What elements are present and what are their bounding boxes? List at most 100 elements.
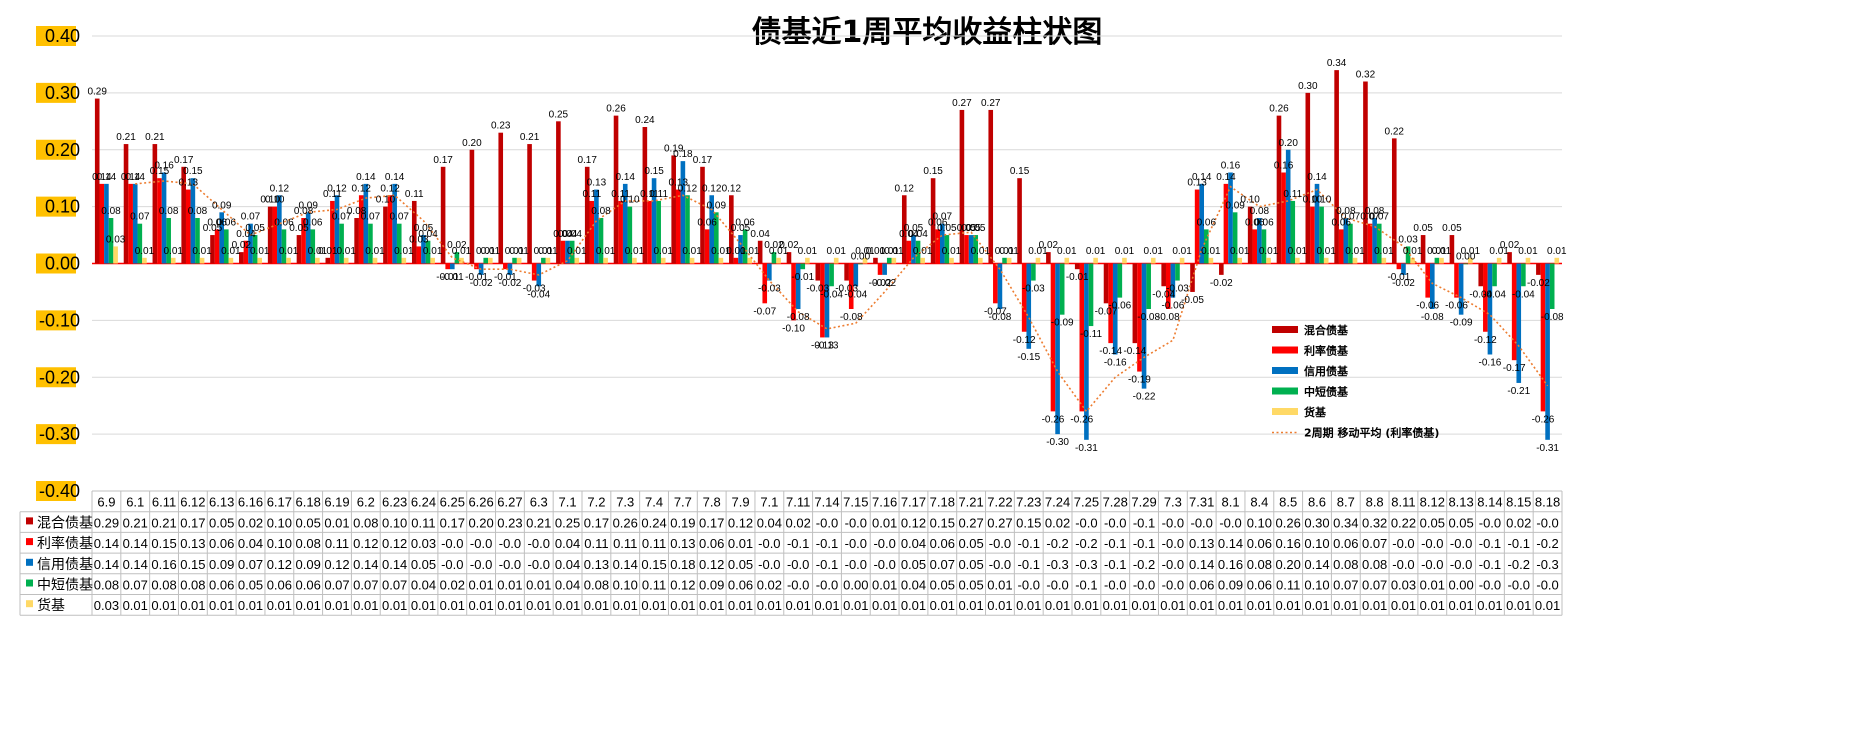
data-label: 0.08 [294, 206, 314, 217]
data-label: 0.09 [1225, 200, 1245, 211]
legend-swatch [1272, 408, 1298, 415]
table-cell: 0.14 [1218, 536, 1243, 551]
bar [675, 189, 681, 264]
table-cell: 0.01 [324, 598, 349, 613]
table-cell: 0.17 [440, 515, 465, 530]
data-label: 0.13 [669, 178, 689, 189]
data-label: 0.16 [154, 161, 174, 172]
data-label: 0.15 [183, 166, 203, 177]
ytick-highlight [36, 26, 76, 46]
data-label: -0.04 [1469, 289, 1492, 300]
data-label: 0.17 [693, 155, 713, 166]
table-cell: 0.09 [699, 578, 724, 593]
bar [733, 257, 739, 264]
table-cell: 0.07 [353, 578, 378, 593]
table-cell: 0.16 [1218, 557, 1243, 572]
table-cell: 0.01 [468, 598, 493, 613]
bar [1281, 172, 1286, 264]
table-category: 6.2 [357, 495, 375, 510]
bar [1122, 257, 1127, 264]
table-cell: -0.0 [1421, 557, 1443, 572]
data-label: -0.01 [791, 272, 814, 283]
table-cell: 0.17 [699, 515, 724, 530]
table-cell: 0.26 [1276, 515, 1301, 530]
table-category: 8.18 [1535, 495, 1560, 510]
table-cell: 0.12 [901, 515, 926, 530]
data-label: 0.01 [1144, 246, 1164, 257]
bar [1434, 257, 1440, 264]
bar [425, 240, 431, 264]
legend-label: 中短债基 [1304, 385, 1349, 399]
table-category: 8.7 [1337, 495, 1355, 510]
table-cell: -0.2 [1133, 557, 1155, 572]
data-label: 0.19 [664, 143, 684, 154]
bar [1237, 257, 1243, 264]
bar [507, 263, 513, 275]
bar [1006, 257, 1012, 264]
table-cell: 0.01 [1103, 598, 1128, 613]
bar [1208, 257, 1214, 264]
table-row-name: 利率债基 [37, 535, 93, 552]
bar [1338, 229, 1344, 264]
table-cell: 0.10 [1304, 536, 1329, 551]
data-label: 0.04 [562, 229, 582, 240]
bar [1425, 263, 1430, 298]
bar [387, 195, 393, 264]
bar [516, 257, 522, 264]
bar [642, 127, 648, 264]
table-cell: 0.01 [324, 515, 349, 530]
data-label: 0.10 [1303, 195, 1323, 206]
bar [589, 200, 595, 264]
data-label: 0.05 [904, 223, 924, 234]
data-label: 0.34 [1327, 58, 1347, 69]
data-label: 0.01 [1345, 246, 1365, 257]
data-label: 0.32 [1356, 70, 1376, 81]
table-cell: 0.05 [901, 557, 926, 572]
data-label: 0.06 [697, 217, 717, 228]
table-cell: 0.01 [180, 598, 205, 613]
legend-label: 2周期 移动平均 (利率债基) [1304, 426, 1439, 440]
data-label: 0.06 [303, 217, 323, 228]
table-cell: 0.13 [584, 557, 609, 572]
bar [343, 257, 349, 264]
data-label: 0.23 [491, 121, 511, 132]
data-label: 0.08 [1336, 206, 1356, 217]
bar [166, 218, 171, 264]
bar [368, 223, 373, 264]
data-label: 0.30 [1298, 81, 1318, 92]
data-label: 0.10 [260, 195, 280, 206]
table-cell: 0.01 [1160, 598, 1185, 613]
data-label: 0.01 [164, 246, 184, 257]
ytick-label: 0.40 [45, 26, 80, 46]
table-cell: 0.01 [872, 598, 897, 613]
data-label: -0.01 [441, 272, 464, 283]
bar [700, 166, 705, 264]
bar [574, 257, 580, 264]
bar [1050, 263, 1056, 412]
data-label: 0.01 [1489, 246, 1509, 257]
table-cell: 0.01 [584, 598, 609, 613]
data-label: 0.11 [1283, 189, 1302, 200]
bar [190, 178, 196, 264]
table-cell: -0.0 [1508, 578, 1530, 593]
table-category: 8.6 [1308, 495, 1326, 510]
bar [911, 235, 916, 264]
bar [660, 257, 666, 264]
table-cell: 0.15 [641, 557, 666, 572]
bar [848, 263, 854, 309]
table-cell: 0.12 [382, 536, 407, 551]
bar [1285, 149, 1291, 264]
table-category: 7.3 [1164, 495, 1182, 510]
table-category: 7.29 [1131, 495, 1156, 510]
bar [1516, 263, 1522, 383]
data-label: -0.14 [1123, 346, 1146, 357]
table-cell: -0.0 [441, 536, 463, 551]
table-cell: 0.27 [987, 515, 1012, 530]
table-cell: 0.13 [180, 536, 205, 551]
data-label: 0.01 [769, 246, 789, 257]
bar [833, 257, 839, 264]
bar [310, 229, 316, 264]
bar [757, 240, 763, 264]
table-cell: -0.0 [758, 557, 780, 572]
table-cell: 0.14 [1189, 557, 1214, 572]
